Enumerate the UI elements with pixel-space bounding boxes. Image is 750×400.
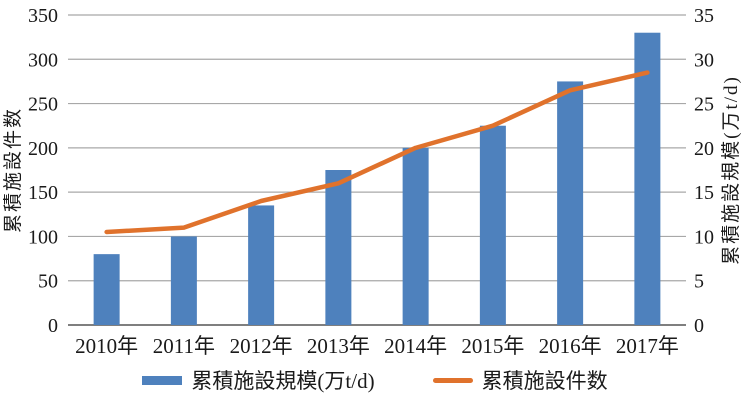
bar-2010年 [93,254,120,325]
series-line-count [104,70,650,235]
bar-2013年 [325,170,352,325]
right-axis-tick-label: 0 [694,315,704,337]
bar-2014年 [402,147,429,325]
x-category-label: 2016年 [539,334,602,358]
x-category-label: 2013年 [307,334,370,358]
right-axis-tick-label: 25 [694,94,714,116]
chart-canvas: 0 50 100 150 200 250 300 350 0 5 10 15 20 25 30 35 2010年… [2,5,742,358]
left-axis-tick-label: 300 [28,49,58,71]
left-axis-tick-label: 200 [28,138,58,160]
legend-label-count: 累積施設件数 [481,369,608,393]
left-axis-tick-label: 250 [28,94,58,116]
right-axis-tick-label: 20 [694,138,714,160]
bar-2016年 [557,81,584,325]
left-axis-tick-label: 350 [28,5,58,27]
x-category-label: 2014年 [384,334,447,358]
bar-2012年 [248,205,275,325]
legend-bar-swatch [142,375,183,385]
bar-2017年 [634,32,661,325]
bar-2015年 [479,125,506,325]
legend-item-count: 累積施設件数 [432,365,608,395]
x-category-label: 2012年 [230,334,293,358]
legend-item-scale: 累積施設規模(万t/d) [142,365,375,395]
left-axis-tick-label: 150 [28,182,58,204]
chart-legend: 累積施設規模(万t/d) 累積施設件数 [0,364,750,396]
left-axis-title: 累積施設件数 [2,107,24,233]
right-axis-tick-label: 30 [694,49,714,71]
right-axis-title: 累積施設規模(万t/d) [720,75,742,265]
right-axis-tick-label: 5 [694,271,704,293]
left-axis-tick-label: 0 [48,315,58,337]
left-axis-tick-label: 100 [28,226,58,248]
x-category-label: 2011年 [153,334,215,358]
x-category-label: 2015年 [461,334,524,358]
right-axis-tick-label: 35 [694,5,714,27]
bar-2011年 [170,236,197,325]
right-axis-tick-label: 10 [694,226,714,248]
x-category-label: 2017年 [616,334,679,358]
legend-label-scale: 累積施設規模(万t/d) [191,369,375,393]
legend-line-swatch [432,377,473,383]
x-category-label: 2010年 [75,334,138,358]
right-axis-tick-label: 15 [694,182,714,204]
left-axis-tick-label: 50 [38,271,58,293]
